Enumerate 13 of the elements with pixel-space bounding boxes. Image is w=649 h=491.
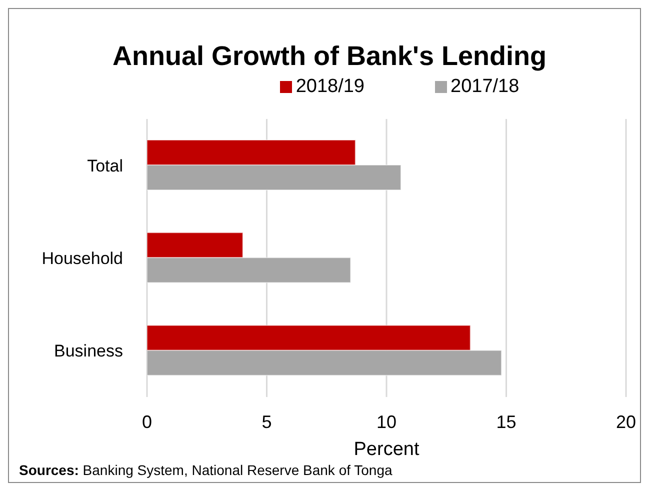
y-tick-label: Household [42, 249, 123, 268]
x-tick-label: 5 [262, 412, 272, 432]
source-note: Sources: Banking System, National Reserve Bank of Tonga [19, 462, 392, 478]
x-axis-title: Percent [354, 439, 420, 460]
legend-label: 2017/18 [450, 76, 520, 98]
y-tick-label: Total [87, 156, 123, 176]
x-tick-label: 0 [142, 412, 152, 432]
chart-title: Annual Growth of Bank's Lending [112, 41, 548, 72]
x-tick-label: 10 [376, 412, 397, 432]
y-tick-label: Business [54, 342, 123, 361]
legend-label: 2018/19 [296, 76, 364, 98]
x-tick-label: 15 [496, 412, 516, 432]
x-tick-label: 20 [616, 412, 636, 432]
